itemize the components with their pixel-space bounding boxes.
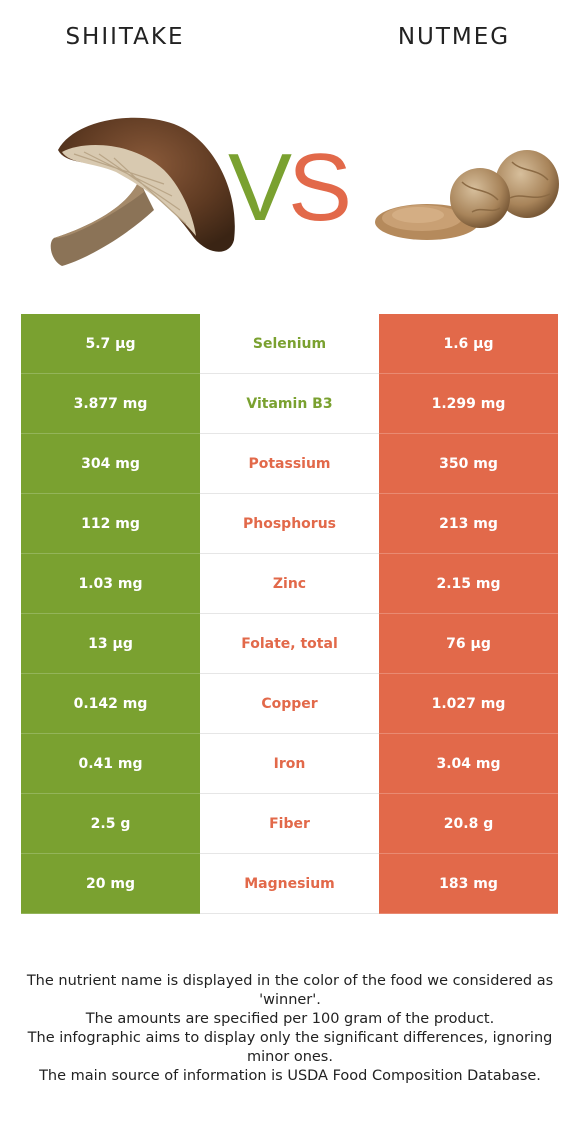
nutrient-name: Copper [200,673,379,734]
nutmeg-value: 20.8 g [379,793,558,854]
nutmeg-image [375,150,559,240]
footnote: The main source of information is USDA F… [39,1068,541,1084]
nutmeg-value: 2.15 mg [379,553,558,614]
nutrient-name: Vitamin B3 [200,373,379,434]
vs-s-letter: S [288,134,352,232]
vs-label: V S [228,134,352,232]
nutmeg-value: 350 mg [379,433,558,494]
shiitake-value: 5.7 µg [21,314,200,374]
nutrient-comparison-table: 5.7 µg Selenium 1.6 µg 3.877 mg Vitamin B3 1.… [21,314,558,914]
shiitake-value: 13 µg [21,613,200,674]
table-row: 112 mg Phosphorus 213 mg [21,493,558,554]
nutmeg-value: 76 µg [379,613,558,674]
left-food-title: SHIITAKE [65,24,185,50]
shiitake-value: 3.877 mg [21,373,200,434]
shiitake-value: 112 mg [21,493,200,554]
nutmeg-value: 1.027 mg [379,673,558,734]
shiitake-value: 20 mg [21,853,200,914]
table-row: 0.41 mg Iron 3.04 mg [21,733,558,794]
footnote: The amounts are specified per 100 gram o… [85,1011,495,1027]
nutrient-name: Zinc [200,553,379,614]
nutrient-name: Fiber [200,793,379,854]
shiitake-value: 0.142 mg [21,673,200,734]
nutrient-name: Phosphorus [200,493,379,554]
shiitake-value: 2.5 g [21,793,200,854]
right-food-title: NUTMEG [397,24,511,50]
shiitake-value: 1.03 mg [21,553,200,614]
footnotes: The nutrient name is displayed in the co… [10,972,570,1086]
table-row: 0.142 mg Copper 1.027 mg [21,673,558,734]
footnote: The infographic aims to display only the… [27,1030,553,1065]
nutmeg-value: 213 mg [379,493,558,554]
shiitake-mushroom-image [50,117,235,266]
nutmeg-value: 1.6 µg [379,314,558,374]
table-row: 2.5 g Fiber 20.8 g [21,793,558,854]
nutrient-name: Iron [200,733,379,794]
shiitake-value: 304 mg [21,433,200,494]
vs-v-letter: V [228,134,292,232]
nutmeg-value: 183 mg [379,853,558,914]
table-row: 5.7 µg Selenium 1.6 µg [21,314,558,374]
table-row: 20 mg Magnesium 183 mg [21,853,558,914]
nutrient-name: Selenium [200,314,379,374]
footnote: The nutrient name is displayed in the co… [26,973,554,1008]
shiitake-value: 0.41 mg [21,733,200,794]
nutmeg-value: 3.04 mg [379,733,558,794]
nutrient-name: Folate, total [200,613,379,674]
table-row: 13 µg Folate, total 76 µg [21,613,558,674]
nutmeg-value: 1.299 mg [379,373,558,434]
nutrient-name: Magnesium [200,853,379,914]
nutrient-name: Potassium [200,433,379,494]
table-row: 1.03 mg Zinc 2.15 mg [21,553,558,614]
table-row: 304 mg Potassium 350 mg [21,433,558,494]
table-row: 3.877 mg Vitamin B3 1.299 mg [21,373,558,434]
